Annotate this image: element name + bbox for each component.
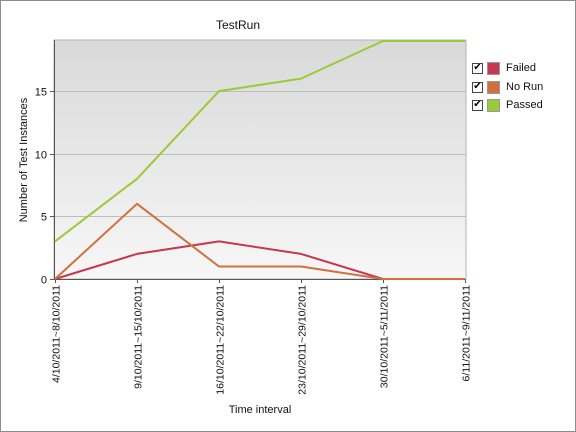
x-tick-label: 9/10/2011~15/10/2011: [133, 285, 145, 389]
y-tick-label: 15: [35, 87, 47, 99]
x-tick-label: 4/10/2011~8/10/2011: [51, 285, 63, 383]
legend-swatch: [487, 80, 500, 94]
checkbox-icon[interactable]: ✔: [472, 99, 483, 111]
legend-item-passed[interactable]: ✔ Passed: [472, 97, 543, 113]
y-tick-label: 5: [41, 212, 47, 224]
plot-area: [53, 39, 467, 280]
legend-item-failed[interactable]: ✔ Failed: [472, 60, 536, 76]
checkbox-icon[interactable]: ✔: [472, 62, 483, 74]
y-axis-title: Number of Test Instances: [18, 97, 30, 222]
legend-label: No Run: [506, 81, 544, 93]
series-line-no-run: [54, 202, 465, 280]
series-line-passed: [54, 40, 465, 243]
x-tick-label: 23/10/2011~29/10/2011: [297, 285, 309, 395]
y-tick-label: 0: [41, 275, 47, 287]
legend-item-no-run[interactable]: ✔ No Run: [472, 79, 543, 95]
x-tick-label: 6/11/2011~9/11/2011: [461, 285, 473, 382]
y-tick-label: 10: [35, 150, 47, 162]
legend-label: Failed: [506, 62, 536, 74]
x-tick-label: 30/10/2011~5/11/2011: [379, 285, 391, 388]
x-axis-title: Time interval: [229, 404, 292, 416]
legend-swatch: [487, 98, 500, 112]
checkbox-icon[interactable]: ✔: [472, 81, 483, 93]
chart-title: TestRun: [216, 18, 260, 32]
x-tick-label: 16/10/2011~22/10/2011: [215, 285, 227, 395]
legend-label: Passed: [506, 99, 543, 111]
legend-swatch: [487, 61, 500, 75]
